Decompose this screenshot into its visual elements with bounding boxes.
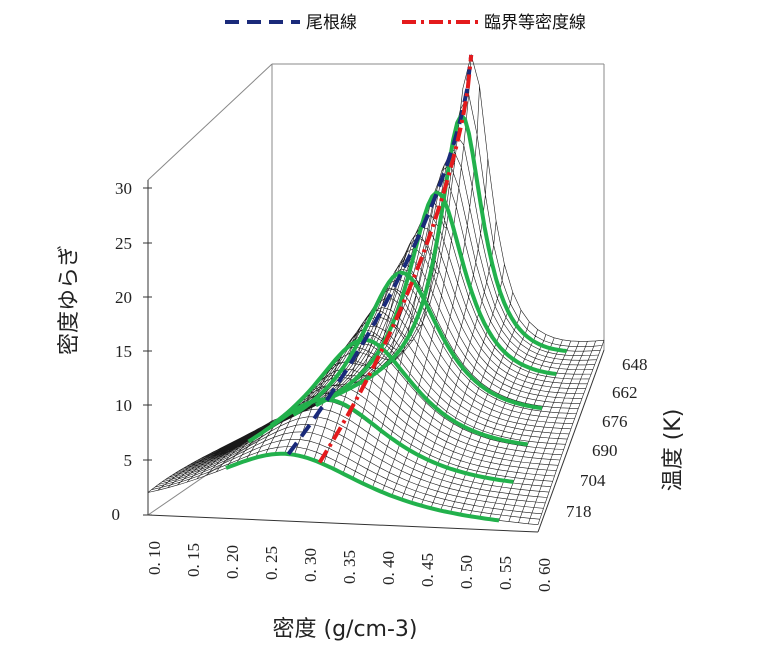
x-tick-030: 0. 30 [301,548,320,582]
x-tick-050: 0. 50 [457,555,476,589]
y-tick-704: 704 [580,471,606,490]
z-tick-20: 20 [115,288,132,307]
y-tick-662: 662 [612,383,638,402]
frame-y-axis [537,349,605,533]
z-tick-10: 10 [115,396,132,415]
x-tick-020: 0. 20 [223,545,242,579]
y-tick-690: 690 [592,441,618,460]
y-tick-718: 718 [566,502,592,521]
x-tick-015: 0. 15 [184,543,203,577]
critical-isochore-line [317,54,474,464]
contour-line-3 [292,270,543,417]
y-axis-title: 温度 (K) [661,409,686,492]
z-tick-5: 5 [124,451,133,470]
contour-line-4 [314,190,557,408]
frame-bottom-left [147,429,273,516]
z-axis-ticks: 0 5 10 15 20 25 30 [112,179,133,524]
surface-mesh [147,53,605,525]
x-tick-045: 0. 45 [418,553,437,587]
legend-critical-label: 臨界等密度線 [484,13,586,33]
reference-lines [286,54,474,464]
frame-x-axis [147,514,539,533]
z-tick-0: 0 [112,505,121,524]
contour-line-1 [247,397,514,484]
y-tick-648: 648 [622,355,648,374]
ridge-line [286,54,474,456]
x-axis-title: 密度 (g/cm-3) [273,617,418,642]
x-tick-055: 0. 55 [496,556,515,590]
legend: 尾根線 臨界等密度線 [225,13,586,33]
z-tick-15: 15 [115,342,132,361]
z-tick-30: 30 [115,179,132,198]
z-axis-title: 密度ゆらぎ [57,245,82,355]
plot-frame [147,63,605,533]
y-axis-ticks: 648 662 676 690 704 718 [566,355,648,521]
z-tick-marks [143,187,152,516]
legend-ridge-label: 尾根線 [306,13,357,33]
x-tick-010: 0. 10 [145,541,164,575]
contour-line-2 [269,337,528,447]
y-tick-676: 676 [602,412,628,431]
contour-line-0 [225,451,500,523]
surface-wireframe [147,53,605,525]
x-tick-025: 0. 25 [262,546,281,580]
x-tick-040: 0. 40 [379,551,398,585]
x-axis-ticks: 0. 10 0. 15 0. 20 0. 25 0. 30 0. 35 0. 4… [145,541,554,592]
x-tick-035: 0. 35 [340,550,359,584]
frame-back-top [147,63,273,181]
x-tick-060: 0. 60 [535,558,554,592]
z-tick-25: 25 [115,234,132,253]
